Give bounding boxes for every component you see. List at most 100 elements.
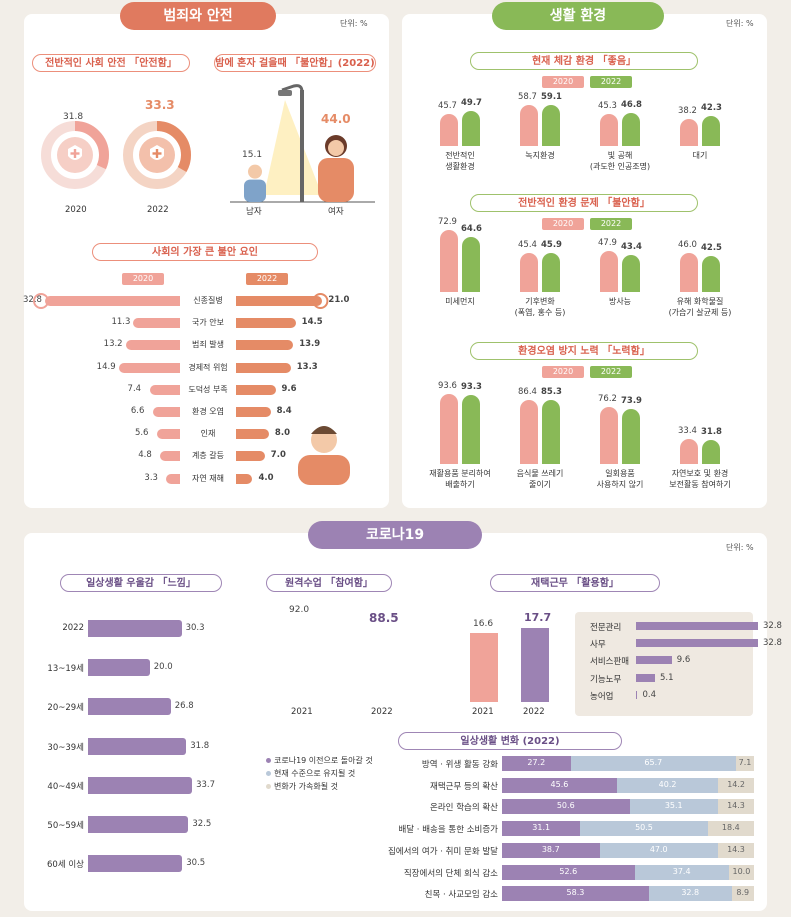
streetlight-lamp — [278, 90, 292, 96]
daily-change-bar-accel — [707, 821, 754, 837]
anxiety-value-2020: 6.6 — [130, 406, 145, 416]
env-value-2022: 64.6 — [461, 224, 482, 235]
night-value-woman: 44.0 — [321, 112, 351, 126]
env-bar-2020 — [680, 439, 698, 464]
env-value-2022: 43.4 — [621, 242, 642, 253]
daily-change-bar-keep — [629, 799, 718, 815]
env-value-2020: 93.6 — [438, 381, 457, 392]
daily-change-bar-keep — [634, 864, 729, 880]
daily-change-category: 방역 · 위생 활동 강화 — [421, 760, 498, 770]
legend-keep-label: 현재 수준으로 유지될 것 — [274, 769, 356, 778]
daily-change-bar-keep — [570, 756, 737, 771]
env-year-2020-effort: 2020 — [542, 366, 584, 378]
depression-value: 30.5 — [186, 858, 206, 869]
anxiety-bar-2022 — [236, 340, 294, 351]
env-value-2020: 76.2 — [598, 394, 617, 405]
anxiety-bar-2020 — [133, 318, 180, 329]
anxiety-bar-2020 — [125, 340, 180, 351]
anxiety-bar-2022 — [236, 296, 323, 306]
env-year-2022-anxious: 2022 — [590, 218, 632, 230]
daily-change-bar-keep — [616, 777, 719, 793]
telework-bar-2021 — [470, 632, 498, 702]
env-category: 음식물 쓰레기 줄이기 — [516, 469, 564, 489]
daily-change-bar-keep — [599, 842, 718, 858]
daily-change-value-accel: 14.3 — [727, 801, 745, 811]
anxiety-category: 환경 오염 — [192, 407, 224, 416]
env-value-2020: 38.2 — [678, 106, 697, 117]
depression-value: 33.7 — [196, 779, 215, 790]
night-value-man: 15.1 — [242, 149, 263, 160]
telework-job-label: 서비스판매 — [590, 657, 630, 668]
env-value-2020: 45.4 — [518, 240, 537, 251]
depression-bar — [88, 620, 182, 637]
depression-value: 30.3 — [185, 623, 205, 633]
legend: 코로나19 이전으로 돌아갈 것 현재 수준으로 유지될 것 변화가 가속화될 … — [266, 754, 373, 793]
anxiety-category: 도덕성 부족 — [188, 384, 228, 394]
env-bar-2020 — [520, 253, 538, 292]
env-bar-2020 — [440, 114, 458, 146]
telework-job-value: 32.8 — [763, 621, 782, 631]
daily-change-value-accel: 7.1 — [738, 758, 752, 767]
daily-change-value-keep: 47.0 — [649, 844, 668, 854]
environment-unit: 단위: % — [726, 19, 754, 28]
daily-change-bar-back — [502, 756, 571, 771]
telework-job-bar — [636, 639, 758, 648]
env-bar-2022 — [462, 237, 480, 292]
env-bar-2022 — [622, 408, 640, 464]
remote-class-value-2021: 92.0 — [289, 605, 310, 615]
night-label-woman: 여자 — [328, 207, 344, 217]
daily-change-bar-accel — [728, 864, 754, 880]
streetlight-pole — [300, 90, 304, 202]
daily-change-value-back: 38.7 — [541, 844, 560, 854]
anxiety-category: 인재 — [200, 429, 216, 439]
remote-class-year-2021: 2021 — [291, 707, 313, 717]
daily-change-value-back: 27.2 — [527, 758, 546, 767]
depression-category: 60세 이상 — [47, 860, 84, 871]
anxiety-bar-2020 — [156, 429, 180, 440]
anxiety-bar-2020 — [152, 407, 180, 417]
daily-change-bar-back — [502, 777, 617, 793]
env-year-2022-good: 2022 — [590, 76, 632, 88]
anxiety-value-2022: 13.9 — [299, 339, 321, 350]
env-bar-2020 — [600, 114, 618, 146]
depression-category: 50~59세 — [47, 821, 84, 831]
env-value-2022: 46.8 — [621, 100, 642, 111]
env-bar-2022 — [622, 113, 640, 146]
daily-change-value-back: 45.6 — [550, 779, 569, 789]
env-bar-2020 — [520, 399, 538, 464]
daily-change-value-accel: 8.9 — [736, 888, 750, 898]
overall-donut-2022-arc — [123, 121, 191, 189]
depression-value: 32.5 — [192, 819, 212, 829]
env-category: 대기 — [692, 151, 708, 160]
env-value-2020: 33.4 — [678, 426, 697, 437]
remote-class-title: 원격수업 「참여함」 — [266, 574, 392, 592]
daily-change-bar-accel — [717, 842, 754, 858]
daily-change-value-keep: 37.4 — [672, 866, 691, 876]
daily-change-bar-back — [502, 821, 581, 837]
env-category: 유해 화학물질 (가습기 살균제 등) — [668, 297, 732, 317]
anxiety-bar-2020 — [118, 362, 180, 373]
anxiety-year-2020: 2020 — [122, 273, 164, 285]
anxiety-category: 신종질병 — [193, 296, 223, 305]
environment-ribbon: 생활 환경 — [492, 2, 664, 30]
shield-plus-h — [70, 152, 80, 155]
anxiety-bar-2022 — [236, 407, 271, 417]
telework-year-2021: 2021 — [472, 707, 494, 717]
env-value-2020: 46.0 — [678, 239, 697, 250]
env-bar-2022 — [542, 253, 560, 292]
legend-item-accel: 변화가 가속화될 것 — [266, 780, 373, 793]
daily-change-category: 친목 · 사교모임 감소 — [424, 890, 498, 901]
daily-change-bar-keep — [648, 886, 732, 902]
daily-change-bar-accel — [718, 777, 754, 793]
daily-change-value-back: 52.6 — [559, 866, 578, 876]
env-value-2020: 86.4 — [518, 386, 537, 397]
depression-bar — [88, 855, 183, 873]
man-head — [248, 164, 262, 179]
daily-change-bar-keep — [580, 821, 708, 837]
env-value-2022: 42.3 — [701, 103, 722, 114]
env-year-2020-good: 2020 — [542, 76, 584, 88]
depression-bar — [88, 776, 193, 794]
daily-change-value-back: 58.3 — [566, 888, 585, 898]
depression-value: 26.8 — [174, 701, 194, 712]
daily-change-value-accel: 10.0 — [732, 866, 751, 876]
